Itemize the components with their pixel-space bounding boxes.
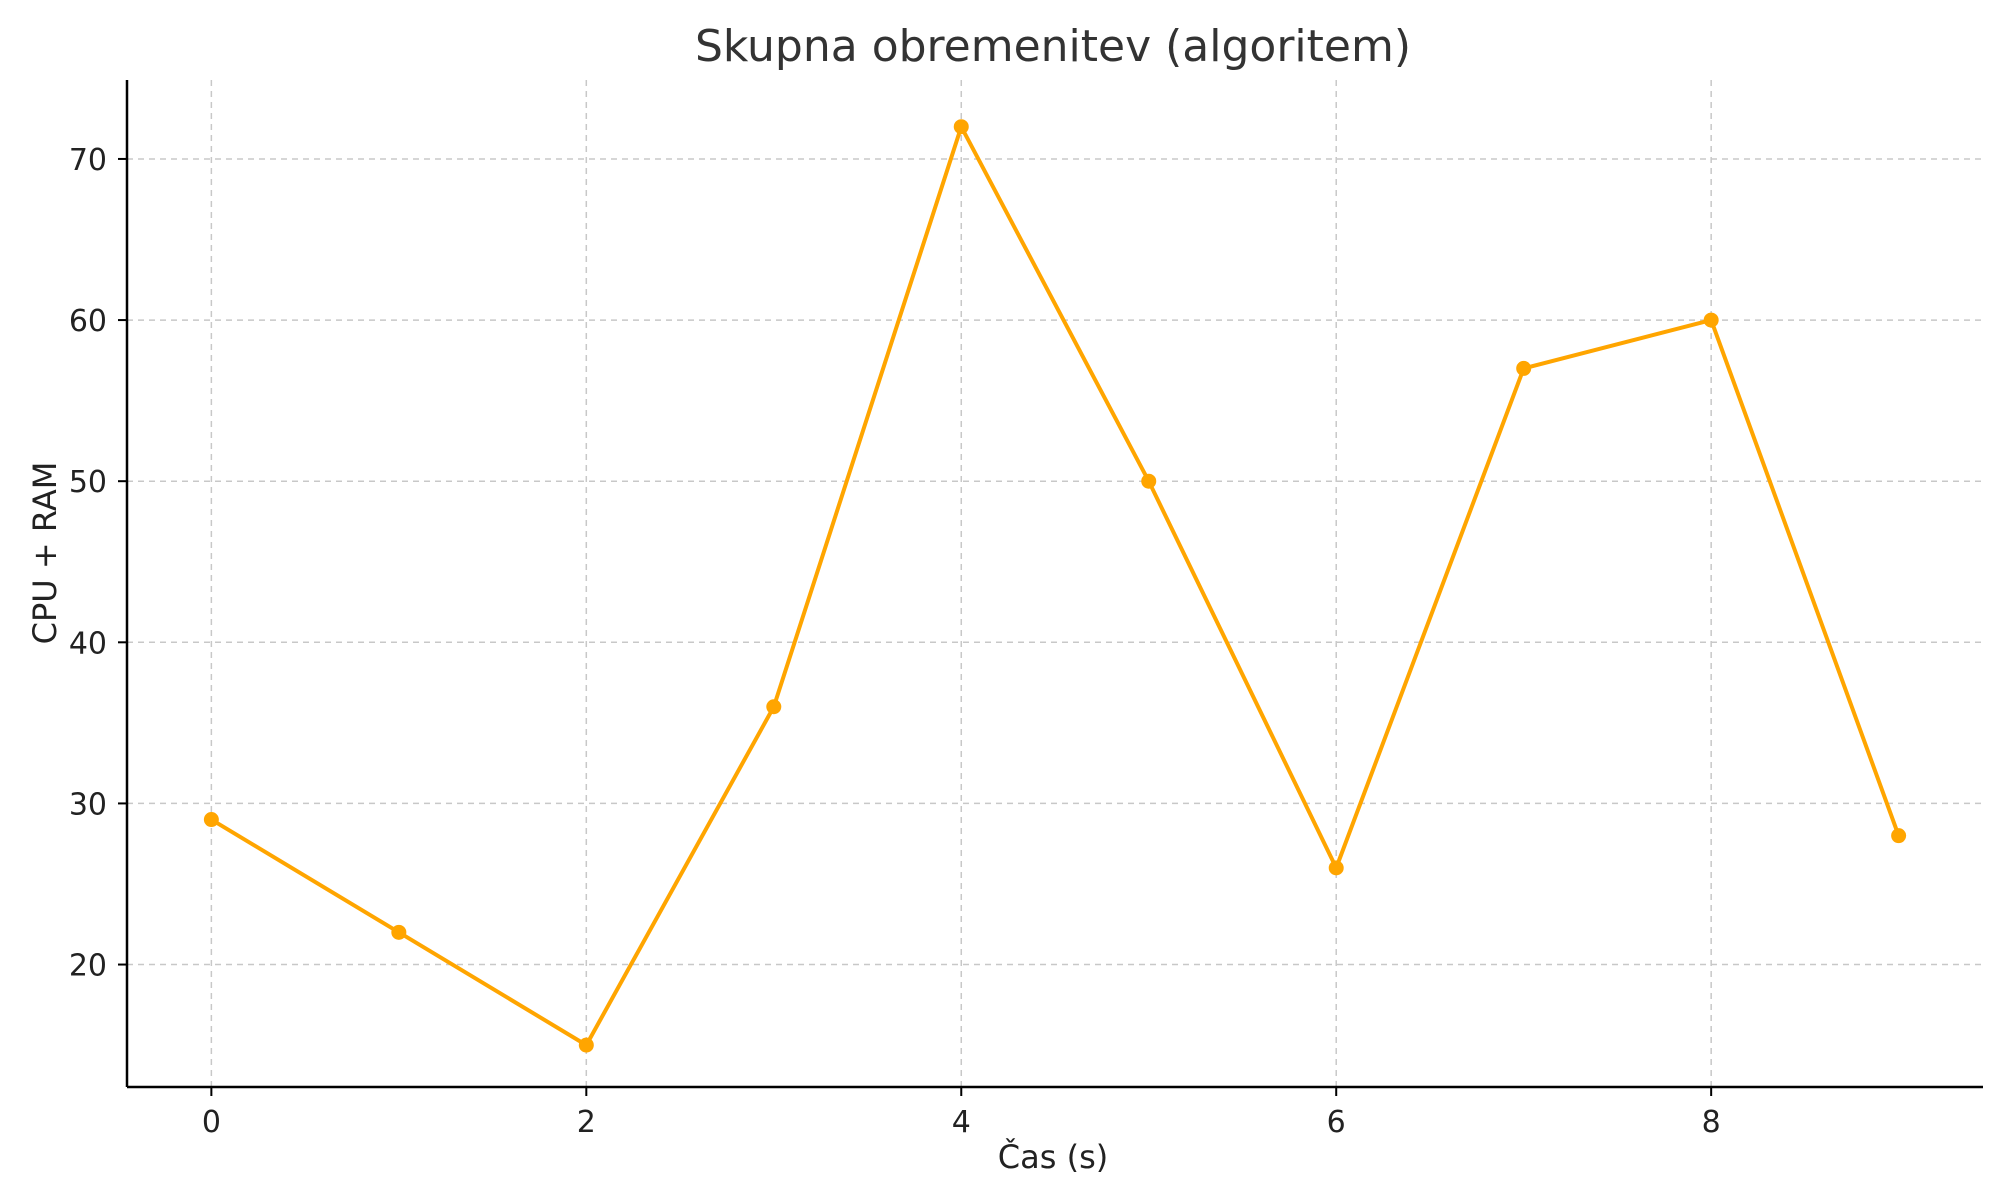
data-point xyxy=(766,699,782,715)
chart-title: Skupna obremenitev (algoritem) xyxy=(695,21,1411,72)
series-line xyxy=(209,124,1901,1048)
axes xyxy=(125,80,1983,1089)
x-tick-label: 4 xyxy=(952,1105,971,1140)
data-point xyxy=(1328,860,1344,876)
data-point xyxy=(1891,828,1907,844)
y-tick-label: 30 xyxy=(69,787,107,822)
data-point xyxy=(1703,312,1719,328)
x-tick-label: 0 xyxy=(202,1105,221,1140)
x-tick-label: 8 xyxy=(1702,1105,1721,1140)
y-tick-label: 40 xyxy=(69,626,107,661)
y-axis-label: CPU + RAM xyxy=(26,462,64,645)
x-axis-label: Čas (s) xyxy=(998,1137,1108,1176)
series xyxy=(203,119,1907,1053)
ticks: 0 2 4 6 8 20 30 40 50 60 70 xyxy=(69,143,1721,1140)
data-point xyxy=(1516,360,1532,376)
y-tick-label: 70 xyxy=(69,143,107,178)
data-point xyxy=(578,1037,594,1053)
data-point xyxy=(203,812,219,828)
y-tick-label: 60 xyxy=(69,304,107,339)
grid xyxy=(127,80,1983,1087)
data-point xyxy=(391,924,407,940)
y-tick-label: 50 xyxy=(69,465,107,500)
data-point xyxy=(953,119,969,135)
x-tick-label: 2 xyxy=(577,1105,596,1140)
y-tick-label: 20 xyxy=(69,949,107,984)
data-point xyxy=(1141,473,1157,489)
x-tick-label: 6 xyxy=(1327,1105,1346,1140)
